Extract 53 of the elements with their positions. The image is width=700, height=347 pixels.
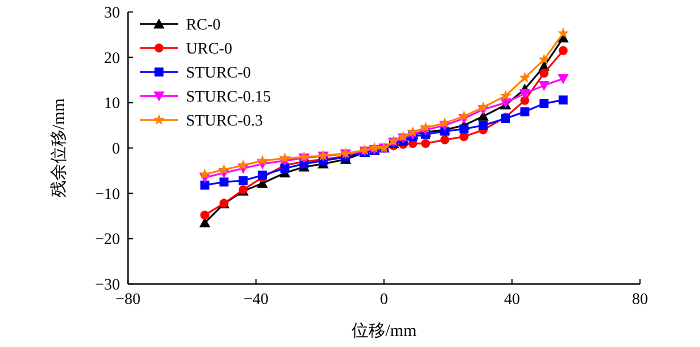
point (557, 27, 569, 38)
y-tick-label: 0 (112, 140, 120, 158)
legend-label: STURC-0 (186, 64, 251, 82)
point (460, 124, 468, 134)
y-tick-label: −20 (94, 231, 120, 248)
x-tick-label: −80 (115, 291, 141, 308)
point (397, 130, 409, 142)
point (256, 154, 268, 166)
legend-label: STURC-0.15 (186, 88, 271, 106)
point (458, 110, 470, 122)
point (237, 159, 249, 170)
y-tick-label: −30 (94, 276, 120, 294)
point (220, 178, 228, 186)
point (218, 164, 230, 175)
legend-label: URC-0 (186, 40, 232, 58)
point (279, 152, 291, 164)
point (538, 80, 550, 91)
point (540, 68, 548, 78)
point (558, 95, 568, 104)
point (368, 142, 380, 153)
point (558, 74, 569, 84)
point (199, 168, 211, 180)
point (558, 46, 568, 56)
point (238, 176, 248, 186)
y-tick-label: 20 (104, 50, 120, 67)
x-axis-title: 位移/mm (351, 321, 417, 340)
point (440, 135, 450, 144)
point (519, 89, 530, 100)
y-axis-title: 残余位移/mm (49, 98, 68, 198)
point (500, 90, 512, 101)
legend-label: STURC-0.3 (186, 112, 263, 130)
point (439, 117, 451, 128)
point (540, 99, 548, 108)
x-tick-label: 80 (632, 291, 648, 308)
point (519, 72, 531, 83)
point (538, 54, 550, 64)
legend-label: RC-0 (186, 16, 221, 34)
point (359, 144, 371, 156)
point (388, 135, 400, 146)
point (200, 210, 210, 220)
point (420, 122, 432, 132)
y-tick-label: −10 (94, 186, 120, 203)
y-tick-label: 30 (104, 4, 120, 22)
point (421, 138, 430, 148)
point (478, 120, 488, 130)
x-tick-label: 40 (504, 291, 520, 308)
y-tick-label: 10 (104, 95, 120, 112)
point (520, 107, 530, 116)
x-tick-label: −40 (243, 291, 269, 308)
point (280, 164, 290, 173)
x-tick-label: 0 (380, 291, 388, 308)
point (200, 180, 210, 190)
point (477, 101, 489, 112)
